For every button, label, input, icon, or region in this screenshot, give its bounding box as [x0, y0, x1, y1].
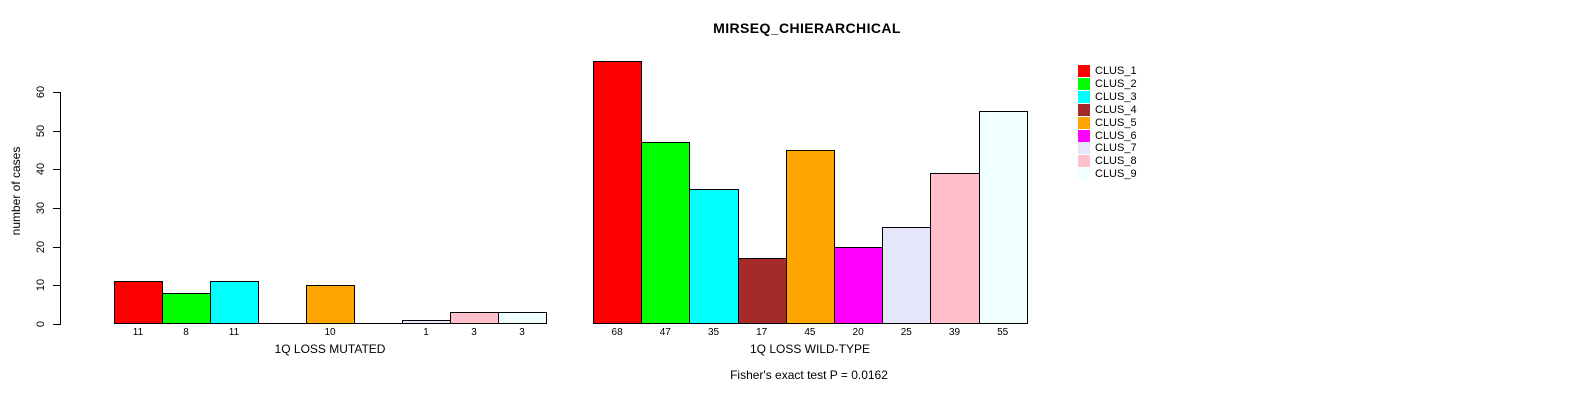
y-tick-mark [53, 208, 61, 209]
legend-label-clus_8: CLUS_8 [1095, 155, 1137, 168]
y-tick-mark [53, 92, 61, 93]
bar-clus_2 [641, 142, 690, 324]
bar-value-label: 35 [707, 327, 720, 338]
y-tick-mark [53, 131, 61, 132]
bar-value-label: 20 [852, 327, 864, 338]
legend-label-clus_9: CLUS_9 [1095, 168, 1137, 181]
legend-label-clus_4: CLUS_4 [1095, 103, 1137, 116]
y-tick-mark [53, 247, 61, 248]
fisher-test-annotation: Fisher's exact test P = 0.0162 [730, 368, 888, 382]
bar-clus_6 [354, 323, 403, 324]
y-axis-title: number of cases [9, 146, 23, 236]
y-tick-mark [53, 285, 61, 286]
bar-clus_4 [738, 258, 787, 324]
bar-value-label: 10 [324, 327, 336, 338]
legend-label-clus_2: CLUS_2 [1095, 77, 1137, 90]
bar-value-label: 45 [804, 327, 816, 338]
legend-label-clus_7: CLUS_7 [1095, 142, 1137, 155]
legend-label-clus_3: CLUS_3 [1095, 90, 1137, 103]
legend-label-clus_6: CLUS_6 [1095, 129, 1137, 142]
bar-value-label: 3 [471, 327, 477, 338]
legend-label-clus_1: CLUS_1 [1095, 65, 1137, 77]
chart-title: MIRSEQ_CHIERARCHICAL [713, 20, 901, 36]
legend-swatch-clus_9 [1078, 168, 1090, 180]
bar-clus_5 [786, 150, 835, 324]
bar-clus_7 [882, 227, 931, 324]
bar-value-label: 39 [948, 327, 961, 338]
legend-swatch-clus_5 [1078, 117, 1090, 129]
bar-value-label: 25 [900, 327, 912, 338]
legend-swatch-clus_7 [1078, 142, 1090, 154]
y-tick-label: 60 [35, 85, 47, 99]
y-tick-label: 10 [35, 278, 47, 292]
bar-clus_1 [593, 61, 642, 324]
legend-swatch-clus_2 [1078, 78, 1090, 90]
bar-clus_5 [306, 285, 355, 324]
bar-value-label: 11 [228, 327, 240, 338]
bar-clus_8 [450, 312, 499, 324]
bar-clus_3 [689, 189, 739, 324]
legend-swatch-clus_8 [1078, 155, 1090, 167]
y-tick-mark [53, 169, 61, 170]
legend-swatch-clus_4 [1078, 104, 1090, 116]
y-tick-label: 0 [35, 320, 47, 328]
bar-clus_7 [402, 320, 451, 324]
bar-clus_6 [834, 247, 883, 324]
legend-swatch-clus_1 [1078, 65, 1090, 77]
x-axis-title-wildtype: 1Q LOSS WILD-TYPE [749, 342, 871, 356]
bar-value-label: 55 [997, 327, 1009, 338]
bar-clus_8 [930, 173, 980, 324]
bar-value-label: 68 [611, 327, 623, 338]
y-tick-label: 50 [35, 124, 47, 138]
y-tick-mark [53, 324, 61, 325]
y-tick-label: 40 [35, 162, 47, 176]
bar-value-label: 8 [183, 327, 189, 338]
bar-value-label: 11 [132, 327, 144, 338]
bar-clus_1 [114, 281, 163, 324]
bar-clus_9 [498, 312, 547, 324]
bar-clus_2 [162, 293, 211, 324]
bar-value-label: 47 [659, 327, 671, 338]
bar-value-label: 3 [519, 327, 525, 338]
bar-clus_3 [210, 281, 259, 324]
bar-clus_4 [258, 323, 307, 324]
bar-value-label: 17 [756, 327, 768, 338]
x-axis-title-mutated: 1Q LOSS MUTATED [274, 342, 386, 356]
legend-swatch-clus_3 [1078, 91, 1090, 103]
legend-swatch-clus_6 [1078, 130, 1090, 142]
bar-value-label: 1 [423, 327, 429, 338]
bar-clus_9 [979, 111, 1028, 324]
y-tick-label: 20 [35, 240, 47, 254]
y-tick-label: 30 [35, 201, 47, 215]
legend-label-clus_5: CLUS_5 [1095, 116, 1137, 129]
